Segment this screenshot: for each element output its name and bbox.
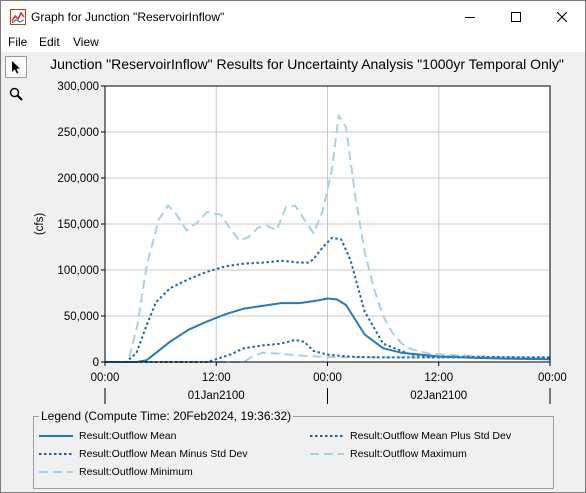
legend-item: Result:Outflow Mean (39, 430, 176, 442)
day-label: 01Jan2100 (188, 390, 245, 402)
close-button[interactable] (539, 1, 585, 32)
select-tool-button[interactable] (5, 56, 27, 78)
x-tick-label: 12:00 (424, 372, 453, 384)
magnifier-icon (9, 87, 23, 101)
y-tick-label: 0 (93, 357, 99, 369)
x-tick-label: 00:00 (538, 372, 567, 384)
zoom-tool-button[interactable] (5, 83, 27, 105)
legend-swatch (39, 435, 73, 437)
y-tick-label: 150,000 (57, 219, 99, 231)
legend-label: Result:Outflow Maximum (350, 448, 467, 460)
y-tick-label: 100,000 (57, 265, 99, 277)
legend-item: Result:Outflow Minimum (39, 466, 193, 478)
legend-swatch (39, 453, 73, 455)
menu-file[interactable]: File (8, 35, 28, 49)
tool-palette (1, 53, 31, 113)
legend-label: Result:Outflow Mean Plus Std Dev (350, 430, 512, 442)
legend-swatch (39, 471, 73, 473)
plot-border (104, 85, 551, 363)
legend-swatch (310, 453, 344, 455)
y-tick-label: 250,000 (57, 127, 99, 139)
legend-title: Legend (Compute Time: 20Feb2024, 19:36:3… (39, 409, 294, 423)
series-line-result-outflow-mean (105, 297, 551, 363)
legend-swatch (310, 435, 344, 437)
y-tick-label: 300,000 (57, 81, 99, 93)
chart-title: Junction "ReservoirInflow" Results for U… (50, 56, 564, 72)
legend-box (33, 416, 554, 489)
arrow-pointer-icon (12, 61, 20, 74)
close-icon (557, 11, 567, 22)
legend-label: Result:Outflow Mean (79, 430, 177, 442)
title-bar[interactable]: Graph for Junction "ReservoirInflow" (1, 1, 585, 32)
x-tick-label: 12:00 (202, 372, 231, 384)
series-line-result-outflow-maximum (105, 114, 551, 363)
y-axis-label: (cfs) (34, 213, 46, 236)
menu-bar: File Edit View (1, 32, 585, 52)
day-label: 02Jan2100 (410, 390, 467, 402)
app-graph-icon (10, 9, 26, 25)
y-tick-label: 50,000 (64, 311, 99, 323)
menu-edit[interactable]: Edit (39, 35, 60, 49)
legend-item: Result:Outflow Mean Plus Std Dev (310, 430, 511, 442)
y-tick-label: 200,000 (57, 173, 99, 185)
legend-label: Result:Outflow Mean Minus Std Dev (79, 448, 248, 460)
window-title: Graph for Junction "ReservoirInflow" (31, 10, 225, 24)
minimize-button[interactable] (447, 1, 493, 32)
menu-view[interactable]: View (73, 35, 99, 49)
legend-item: Result:Outflow Maximum (310, 448, 467, 460)
legend-label: Result:Outflow Minimum (79, 466, 193, 478)
minimize-icon (465, 16, 475, 18)
legend-item: Result:Outflow Mean Minus Std Dev (39, 448, 248, 460)
x-tick-label: 00:00 (91, 372, 120, 384)
x-tick-label: 00:00 (313, 372, 342, 384)
maximize-icon (511, 11, 521, 22)
maximize-button[interactable] (493, 1, 539, 32)
